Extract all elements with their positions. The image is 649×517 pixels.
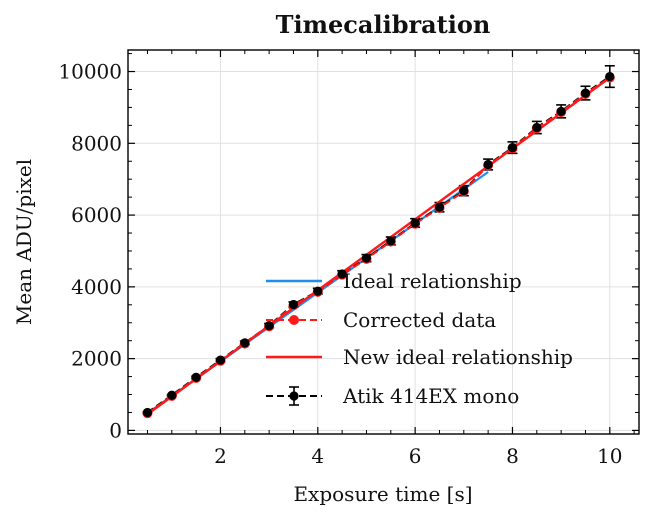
x-tick-label: 10 (597, 444, 622, 468)
legend-label: Ideal relationship (343, 269, 522, 293)
x-tick-label: 6 (409, 444, 422, 468)
y-tick-label: 10000 (58, 60, 122, 84)
atik-data-point (434, 202, 445, 212)
x-tick-label: 8 (506, 444, 519, 468)
legend-swatch-marker (289, 315, 299, 325)
atik-data-point (605, 71, 615, 82)
atik-data-point (580, 88, 591, 98)
atik-data-point (483, 159, 493, 170)
x-axis-label: Exposure time [s] (293, 482, 472, 506)
legend-label: New ideal relationship (343, 345, 573, 369)
atik-data-point (410, 218, 420, 228)
x-tick-label: 4 (311, 444, 324, 468)
atik-data-point (313, 286, 323, 296)
axis-ticks: 2 4 6 8 10 0 2000 4000 6000 8000 10000 (58, 50, 639, 468)
atik-data-point (288, 299, 299, 310)
atik-data-point (556, 106, 566, 116)
y-tick-label: 2000 (71, 347, 122, 371)
atik-data-point (167, 390, 177, 400)
y-tick-label: 8000 (71, 131, 122, 155)
atik-data-point (386, 236, 396, 246)
atik-data-point (507, 143, 518, 153)
series-layer (142, 64, 615, 419)
atik-data-point (215, 355, 226, 365)
legend-label: Atik 414EX mono (342, 384, 519, 408)
atik-data-point (142, 407, 153, 418)
atik-data-point (264, 321, 274, 331)
atik-data-point (532, 122, 542, 133)
atik-data-point (361, 253, 372, 263)
legend-label: Corrected data (343, 308, 496, 332)
grid-lines (128, 50, 639, 434)
plot-frame (127, 49, 640, 435)
legend-swatch-marker (289, 391, 299, 401)
y-tick-label: 4000 (71, 275, 122, 299)
atik-data-point (191, 372, 201, 382)
y-axis-label: Mean ADU/pixel (12, 159, 36, 325)
atik-data-point (337, 269, 347, 279)
chart-title: Timecalibration (276, 10, 491, 39)
y-tick-label: 0 (109, 418, 122, 442)
y-tick-label: 6000 (71, 203, 122, 227)
legend: Ideal relationship Corrected data New idea… (266, 269, 573, 408)
atik-data-point (240, 338, 250, 348)
x-tick-label: 2 (214, 444, 227, 468)
atik-data-point (459, 186, 469, 196)
